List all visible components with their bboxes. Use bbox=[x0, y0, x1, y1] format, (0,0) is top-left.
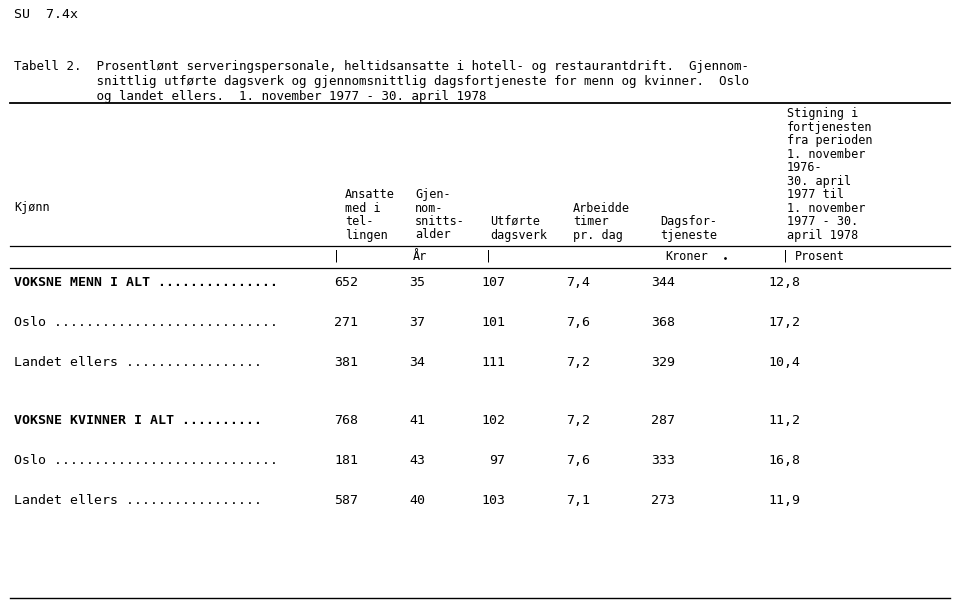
Text: |: | bbox=[782, 250, 789, 263]
Text: 7,6: 7,6 bbox=[566, 315, 590, 329]
Text: |: | bbox=[333, 250, 340, 263]
Text: Oslo ............................: Oslo ............................ bbox=[14, 453, 278, 467]
Text: 587: 587 bbox=[334, 493, 358, 506]
Text: tel-: tel- bbox=[345, 215, 373, 228]
Text: 101: 101 bbox=[481, 315, 505, 329]
Text: 768: 768 bbox=[334, 414, 358, 426]
Text: snittlig utførte dagsverk og gjennomsnittlig dagsfortjeneste for menn og kvinner: snittlig utførte dagsverk og gjennomsnit… bbox=[14, 75, 749, 88]
Text: Arbeidde: Arbeidde bbox=[573, 201, 630, 215]
Text: 273: 273 bbox=[651, 493, 675, 506]
Text: 41: 41 bbox=[409, 414, 425, 426]
Text: 17,2: 17,2 bbox=[768, 315, 800, 329]
Text: Dagsfor-: Dagsfor- bbox=[660, 215, 717, 228]
Text: Utførte: Utførte bbox=[490, 215, 540, 228]
Text: dagsverk: dagsverk bbox=[490, 229, 547, 242]
Text: Tabell 2.  Prosentlønt serveringspersonale, heltidsansatte i hotell- og restaura: Tabell 2. Prosentlønt serveringspersonal… bbox=[14, 60, 749, 73]
Text: VOKSNE MENN I ALT ...............: VOKSNE MENN I ALT ............... bbox=[14, 276, 278, 289]
Text: Landet ellers .................: Landet ellers ................. bbox=[14, 493, 262, 506]
Text: lingen: lingen bbox=[345, 229, 388, 242]
Text: 368: 368 bbox=[651, 315, 675, 329]
Text: 271: 271 bbox=[334, 315, 358, 329]
Text: fortjenesten: fortjenesten bbox=[787, 121, 873, 134]
Text: 1. november: 1. november bbox=[787, 201, 865, 215]
Text: og landet ellers.  1. november 1977 - 30. april 1978: og landet ellers. 1. november 1977 - 30.… bbox=[14, 90, 487, 103]
Text: 35: 35 bbox=[409, 276, 425, 289]
Text: 10,4: 10,4 bbox=[768, 356, 800, 368]
Text: 12,8: 12,8 bbox=[768, 276, 800, 289]
Text: 37: 37 bbox=[409, 315, 425, 329]
Text: 11,2: 11,2 bbox=[768, 414, 800, 426]
Text: med i: med i bbox=[345, 201, 380, 215]
Text: 7,1: 7,1 bbox=[566, 493, 590, 506]
Text: 111: 111 bbox=[481, 356, 505, 368]
Text: VOKSNE KVINNER I ALT ..........: VOKSNE KVINNER I ALT .......... bbox=[14, 414, 262, 426]
Text: Gjen-: Gjen- bbox=[415, 188, 450, 201]
Text: SU  7.4x: SU 7.4x bbox=[14, 8, 78, 21]
Text: tjeneste: tjeneste bbox=[660, 229, 717, 242]
Text: 107: 107 bbox=[481, 276, 505, 289]
Text: timer: timer bbox=[573, 215, 609, 228]
Text: Landet ellers .................: Landet ellers ................. bbox=[14, 356, 262, 368]
Text: 287: 287 bbox=[651, 414, 675, 426]
Text: 43: 43 bbox=[409, 453, 425, 467]
Text: 16,8: 16,8 bbox=[768, 453, 800, 467]
Text: pr. dag: pr. dag bbox=[573, 229, 623, 242]
Text: fra perioden: fra perioden bbox=[787, 134, 873, 147]
Text: 333: 333 bbox=[651, 453, 675, 467]
Text: 329: 329 bbox=[651, 356, 675, 368]
Text: nom-: nom- bbox=[415, 201, 444, 215]
Text: 1977 - 30.: 1977 - 30. bbox=[787, 215, 858, 228]
Text: 7,2: 7,2 bbox=[566, 356, 590, 368]
Text: 1976-: 1976- bbox=[787, 161, 823, 174]
Text: Oslo ............................: Oslo ............................ bbox=[14, 315, 278, 329]
Text: alder: alder bbox=[415, 229, 450, 242]
Text: 1977 til: 1977 til bbox=[787, 188, 844, 201]
Text: april 1978: april 1978 bbox=[787, 229, 858, 242]
Text: Prosent: Prosent bbox=[795, 250, 845, 263]
Text: 11,9: 11,9 bbox=[768, 493, 800, 506]
Text: 181: 181 bbox=[334, 453, 358, 467]
Text: Ansatte: Ansatte bbox=[345, 188, 395, 201]
Text: Kroner: Kroner bbox=[665, 250, 708, 263]
Text: snitts-: snitts- bbox=[415, 215, 465, 228]
Text: 7,2: 7,2 bbox=[566, 414, 590, 426]
Text: 34: 34 bbox=[409, 356, 425, 368]
Text: |: | bbox=[485, 250, 492, 263]
Text: 102: 102 bbox=[481, 414, 505, 426]
Text: 40: 40 bbox=[409, 493, 425, 506]
Text: 1. november: 1. november bbox=[787, 148, 865, 160]
Text: 344: 344 bbox=[651, 276, 675, 289]
Text: Kjønn: Kjønn bbox=[14, 201, 50, 215]
Text: 30. april: 30. april bbox=[787, 174, 852, 187]
Text: 97: 97 bbox=[489, 453, 505, 467]
Text: 103: 103 bbox=[481, 493, 505, 506]
Text: 7,4: 7,4 bbox=[566, 276, 590, 289]
Text: 381: 381 bbox=[334, 356, 358, 368]
Text: 7,6: 7,6 bbox=[566, 453, 590, 467]
Text: 652: 652 bbox=[334, 276, 358, 289]
Text: Stigning i: Stigning i bbox=[787, 107, 858, 120]
Text: År: År bbox=[413, 250, 427, 263]
